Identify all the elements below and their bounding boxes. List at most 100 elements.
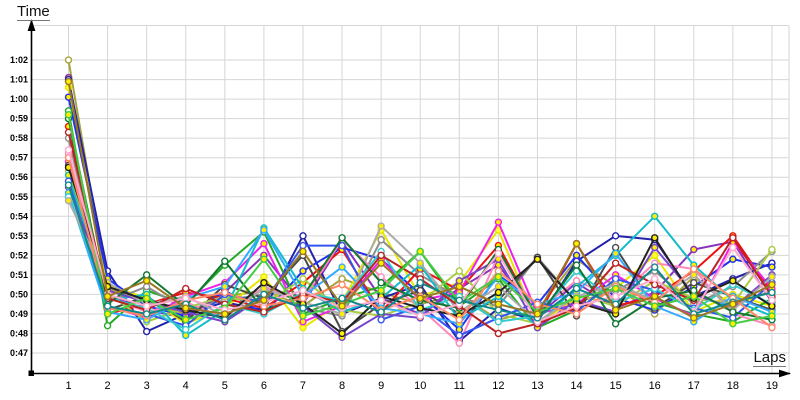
data-point — [377, 296, 385, 304]
data-point — [64, 181, 73, 189]
data-point — [416, 278, 424, 287]
data-point — [182, 331, 190, 340]
data-point — [260, 296, 268, 304]
y-tick-label: 1:01 — [10, 75, 28, 85]
data-point — [572, 302, 581, 310]
data-point — [221, 288, 229, 297]
y-tick-label: 0:48 — [10, 328, 28, 338]
data-point — [651, 263, 659, 271]
x-tick-label: 1 — [65, 380, 71, 392]
data-point — [690, 314, 698, 322]
data-point — [494, 249, 503, 258]
data-point — [768, 280, 776, 289]
y-tick-label: 0:57 — [10, 153, 28, 163]
y-tick-label: 0:52 — [10, 250, 28, 260]
data-point — [455, 339, 463, 347]
data-point — [260, 273, 268, 281]
data-point — [572, 310, 581, 318]
data-point — [455, 316, 463, 324]
data-point — [377, 259, 385, 267]
data-point — [690, 286, 698, 295]
data-point — [611, 306, 620, 314]
data-point — [338, 234, 346, 242]
data-point — [260, 255, 268, 263]
data-point — [611, 232, 620, 240]
data-point — [416, 247, 424, 256]
data-point — [651, 280, 659, 289]
x-tick-label: 10 — [414, 380, 426, 392]
data-point — [182, 325, 190, 334]
data-point — [651, 292, 659, 301]
data-point — [299, 318, 307, 326]
data-point — [572, 294, 581, 303]
y-tick-label: 0:59 — [10, 114, 28, 124]
data-point — [377, 286, 385, 295]
data-point — [494, 273, 503, 281]
y-tick-label: 0:51 — [10, 270, 28, 280]
data-point — [572, 239, 581, 248]
data-point — [494, 282, 503, 291]
data-point — [142, 327, 151, 336]
data-point — [768, 312, 776, 320]
data-point — [494, 329, 503, 338]
x-tick-label: 18 — [727, 380, 739, 392]
data-point — [455, 296, 463, 304]
data-point — [572, 261, 581, 269]
data-point — [611, 275, 620, 283]
data-point — [64, 111, 73, 119]
data-point — [455, 277, 463, 285]
data-point — [221, 282, 229, 291]
x-tick-label: 15 — [609, 380, 621, 392]
x-tick-label: 5 — [222, 380, 228, 392]
data-point — [338, 329, 346, 338]
x-tick-label: 4 — [183, 380, 189, 392]
data-point — [299, 275, 307, 283]
y-tick-label: 1:00 — [10, 94, 28, 104]
data-point — [494, 288, 503, 297]
data-point — [338, 241, 346, 250]
data-point — [729, 314, 737, 322]
data-point — [416, 304, 424, 312]
data-point — [651, 243, 659, 252]
y-tick-label: 0:53 — [10, 231, 28, 241]
data-point — [729, 243, 737, 252]
data-point — [221, 316, 229, 324]
y-tick-label: 0:49 — [10, 309, 28, 319]
data-point — [299, 304, 307, 312]
y-tick-label: 0:56 — [10, 172, 28, 182]
data-point — [611, 243, 620, 252]
data-point — [455, 325, 463, 334]
data-point — [611, 249, 620, 258]
data-point — [768, 263, 776, 271]
data-point — [260, 278, 268, 287]
data-point — [299, 286, 307, 295]
data-point — [260, 308, 268, 316]
x-tick-label: 9 — [378, 380, 384, 392]
data-point — [377, 222, 385, 230]
origin-marker — [28, 370, 34, 376]
y-tick-label: 0:58 — [10, 133, 28, 143]
x-tick-label: 7 — [300, 380, 306, 392]
data-point — [494, 306, 503, 314]
data-point — [611, 259, 620, 267]
data-point — [729, 300, 737, 308]
data-point — [142, 294, 151, 303]
x-tick-label: 2 — [105, 380, 111, 392]
y-tick-label: 1:02 — [10, 55, 28, 65]
y-axis-arrow — [27, 19, 36, 31]
data-point — [182, 304, 190, 312]
data-point — [455, 331, 463, 340]
data-point — [142, 282, 151, 291]
x-tick-label: 13 — [531, 380, 543, 392]
data-point — [299, 312, 307, 320]
data-point — [533, 300, 542, 308]
data-point — [260, 226, 268, 234]
data-point — [729, 277, 737, 285]
data-point — [182, 284, 190, 293]
data-point — [299, 232, 307, 240]
data-point — [103, 302, 112, 310]
data-point — [651, 302, 659, 310]
x-axis-title: Laps — [753, 349, 786, 367]
x-tick-label: 12 — [492, 380, 504, 392]
